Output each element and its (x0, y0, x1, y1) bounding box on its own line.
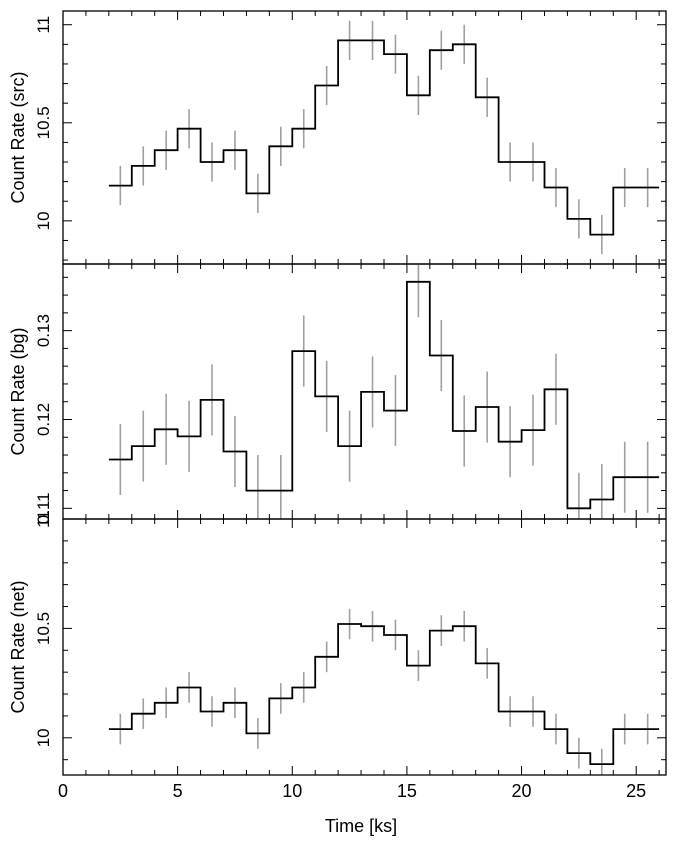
y-tick-label: 0.12 (34, 403, 53, 436)
rate-histogram (108, 280, 660, 510)
y-tick-label: 0.11 (34, 492, 53, 524)
y-axis-label: Count Rate (bg) (8, 327, 28, 455)
panel-1: 10 10.5 11 Count Rate (src) (8, 10, 667, 265)
panel-3: 10 10.5 11 Count Rate (net) (8, 510, 667, 776)
y-tick-label: 10.5 (34, 612, 53, 645)
x-tick-label: 20 (512, 781, 532, 801)
x-tick-label: 10 (282, 781, 302, 801)
y-tick-label: 11 (34, 16, 53, 34)
y-tick-label: 0.13 (34, 314, 53, 347)
panels-group: 10 10.5 11 Count Rate (src) 0.11 0.12 0.13 Coun… (8, 10, 667, 776)
x-tick-label: 0 (58, 781, 68, 801)
x-axis-label: Time [ks] (325, 816, 397, 836)
y-axis-label: Count Rate (src) (8, 71, 28, 203)
y-tick-label: 11 (34, 510, 53, 528)
x-axis-tick-labels: 0 5 10 15 20 25 (58, 781, 646, 801)
x-tick-label: 25 (626, 781, 646, 801)
y-axis-label: Count Rate (net) (8, 580, 28, 713)
panel-2: 0.11 0.12 0.13 Count Rate (bg) (8, 263, 667, 524)
x-tick-label: 5 (173, 781, 183, 801)
rate-histogram (108, 623, 660, 765)
panel-frame (62, 518, 667, 776)
rate-histogram (108, 39, 660, 236)
y-tick-label: 10.5 (34, 106, 53, 139)
y-tick-label: 10 (34, 728, 53, 747)
panel-frame (62, 10, 667, 265)
y-tick-label: 10 (34, 211, 53, 230)
x-tick-label: 15 (397, 781, 417, 801)
